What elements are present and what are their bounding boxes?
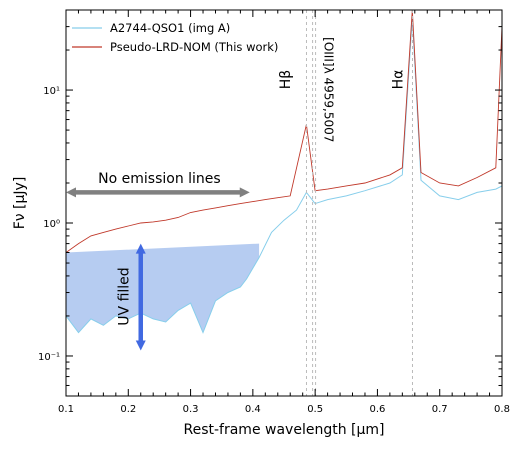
x-axis-label: Rest-frame wavelength [µm] — [184, 422, 385, 438]
annotation-oiii: [OIII]λ 4959,5007 — [321, 37, 335, 142]
x-axis-ticks: 0.1 0.2 0.3 0.4 0.5 0.6 0.7 0.8 — [58, 10, 510, 415]
x-tick-label-3: 0.4 — [245, 404, 261, 415]
legend-label-a2744-qso1: A2744-QSO1 (img A) — [110, 21, 230, 35]
y-axis-ticks: 10⁻¹ 10⁰ 10¹ — [38, 9, 502, 397]
uv-filled-arrowhead-top — [135, 243, 146, 254]
no-emission-arrowhead-right — [239, 187, 250, 198]
annotation-halpha: Hα — [390, 70, 406, 90]
annotations: Hβ [OIII]λ 4959,5007 Hα No emission line… — [66, 37, 406, 351]
reference-lines — [305, 10, 413, 396]
x-tick-label-7: 0.8 — [494, 404, 510, 415]
y-axis-label: Fν [μJy] — [12, 177, 28, 230]
legend: A2744-QSO1 (img A) Pseudo-LRD-NOM (This … — [72, 21, 278, 54]
plot-frame — [65, 9, 503, 397]
annotation-no-emission: No emission lines — [98, 171, 221, 187]
series-pseudo-lrd-nom-line — [66, 10, 502, 253]
y-tick-label-2: 10¹ — [43, 86, 60, 97]
x-tick-label-4: 0.5 — [307, 404, 323, 415]
annotation-uv-filled: UV filled — [116, 267, 132, 325]
annotation-hbeta: Hβ — [278, 70, 294, 89]
legend-label-pseudo-lrd: Pseudo-LRD-NOM (This work) — [110, 40, 278, 54]
no-emission-arrowhead-left — [66, 187, 76, 198]
uv-filled-arrowhead-bottom — [135, 340, 146, 351]
y-tick-label-1: 10⁰ — [43, 219, 60, 230]
x-tick-label-2: 0.3 — [183, 404, 199, 415]
series-a2744-qso1-fill — [66, 243, 260, 333]
x-tick-label-6: 0.7 — [432, 404, 448, 415]
x-tick-label-0: 0.1 — [58, 404, 74, 415]
x-tick-label-1: 0.2 — [120, 404, 136, 415]
x-tick-label-5: 0.6 — [369, 404, 385, 415]
y-tick-label-0: 10⁻¹ — [38, 352, 60, 363]
plot-area — [66, 10, 502, 396]
